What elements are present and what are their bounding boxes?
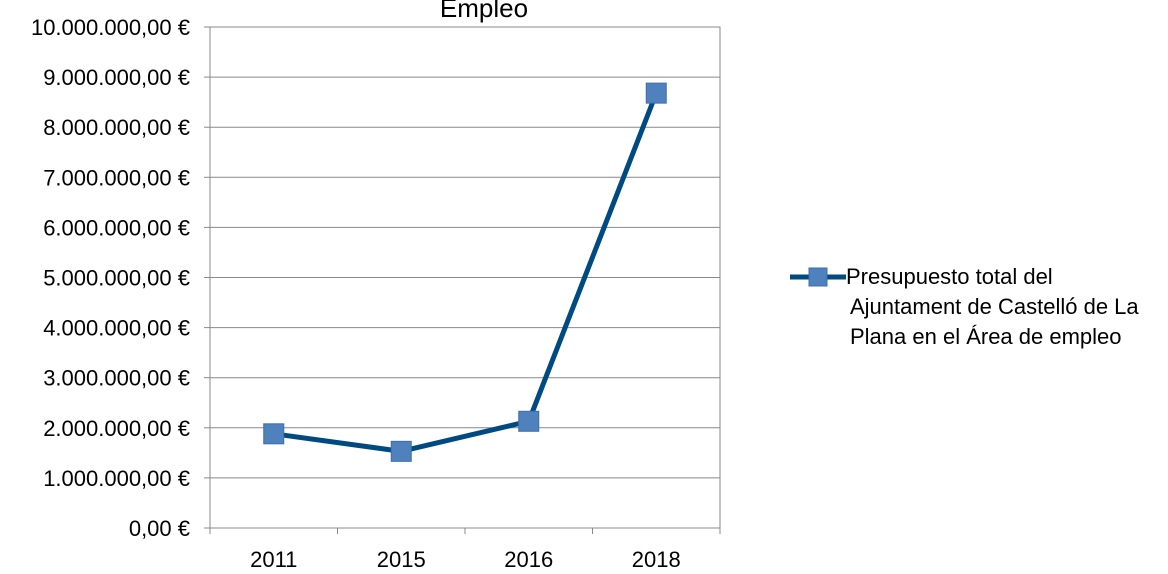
legend-marker — [808, 267, 828, 287]
y-tick-label: 10.000.000,00 € — [31, 15, 190, 40]
y-tick-label: 9.000.000,00 € — [43, 65, 190, 90]
y-tick-label: 5.000.000,00 € — [43, 266, 190, 291]
x-tick-label: 2016 — [504, 547, 553, 572]
x-tick-label: 2011 — [250, 547, 297, 572]
legend-label: Presupuesto total del Ajuntament de Cast… — [846, 262, 1139, 352]
legend-swatch — [790, 267, 846, 287]
x-tick-label: 2018 — [632, 547, 681, 572]
series-line — [271, 90, 659, 454]
y-tick-label: 4.000.000,00 € — [43, 316, 190, 341]
y-tick-label: 8.000.000,00 € — [43, 115, 190, 140]
x-tick-label: 2015 — [377, 547, 426, 572]
y-tick-label: 3.000.000,00 € — [43, 366, 190, 391]
legend-label-line-2: Ajuntament de Castelló de La — [850, 294, 1139, 319]
y-tick-label: 1.000.000,00 € — [43, 466, 190, 491]
gridlines — [204, 26, 721, 534]
data-point — [518, 410, 540, 432]
data-point — [263, 423, 285, 445]
legend-label-line-3: Plana en el Área de empleo — [850, 324, 1122, 349]
legend-label-line-1: Presupuesto total del — [846, 264, 1053, 289]
y-tick-label: 2.000.000,00 € — [43, 416, 190, 441]
x-axis-tick-labels: 2011 2015 2016 2018 — [250, 547, 681, 572]
y-tick-label: 7.000.000,00 € — [43, 165, 190, 190]
data-point — [390, 440, 412, 462]
legend: Presupuesto total del Ajuntament de Cast… — [790, 262, 1168, 352]
y-tick-label: 6.000.000,00 € — [43, 215, 190, 240]
y-tick-label: 0,00 € — [129, 516, 190, 541]
plot-area-border — [209, 26, 721, 529]
data-point — [645, 82, 667, 104]
series-group — [263, 82, 667, 462]
y-axis-tick-labels: 0,00 € 1.000.000,00 € 2.000.000,00 € 3.000.… — [31, 15, 190, 541]
chart-title: Empleo — [440, 0, 528, 23]
